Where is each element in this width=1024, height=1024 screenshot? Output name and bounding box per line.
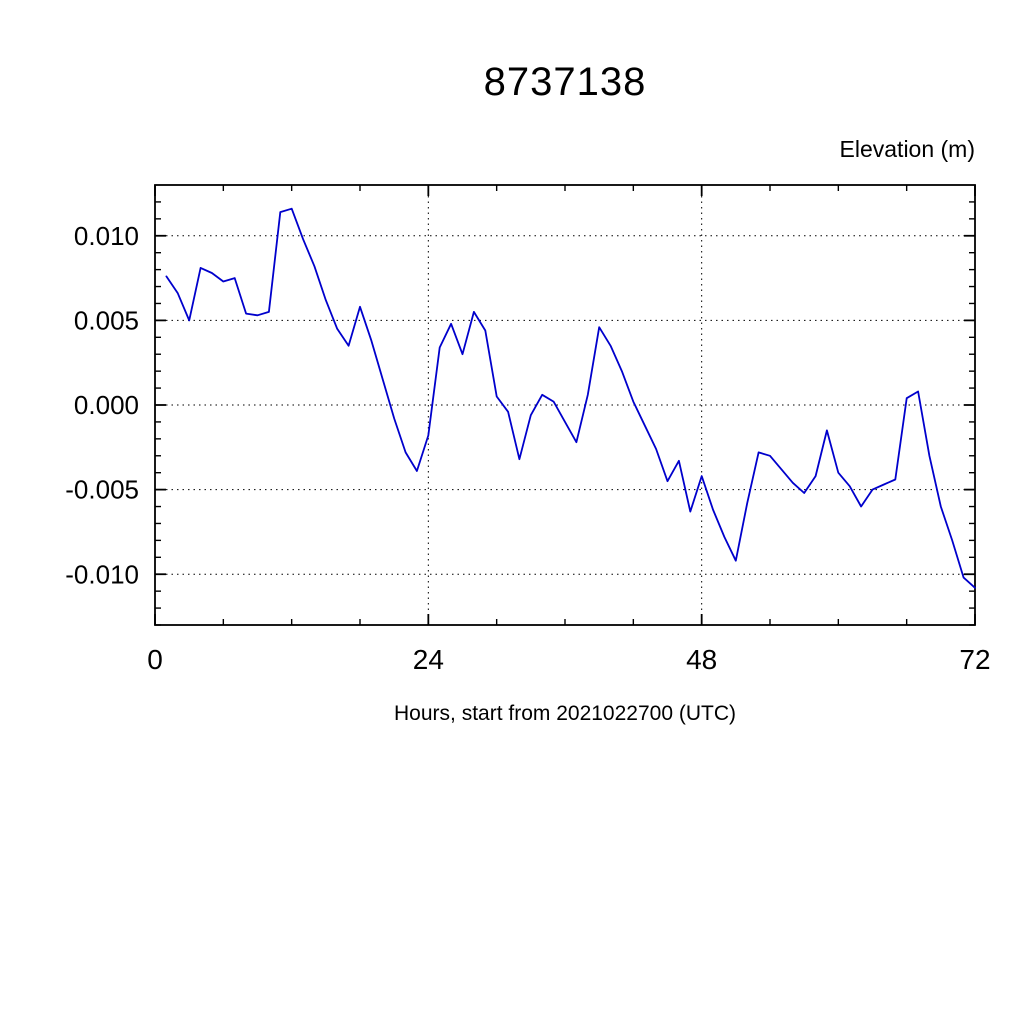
y-tick-label: -0.005 xyxy=(65,475,139,505)
y-tick-label: 0.005 xyxy=(74,305,139,335)
x-tick-label: 48 xyxy=(686,644,717,675)
y-tick-label: 0.010 xyxy=(74,221,139,251)
plot-frame xyxy=(154,184,976,626)
x-axis-label: Hours, start from 2021022700 (UTC) xyxy=(394,702,736,725)
page-title: 8737138 xyxy=(483,60,647,104)
x-tick-label: 24 xyxy=(413,644,444,675)
y-axis-label: Elevation (m) xyxy=(839,136,975,162)
elevation-line xyxy=(165,207,976,589)
y-tick-label: 0.000 xyxy=(74,390,139,420)
y-tick-label: -0.010 xyxy=(65,559,139,589)
x-tick-label: 72 xyxy=(959,644,990,675)
x-tick-label: 0 xyxy=(147,644,163,675)
